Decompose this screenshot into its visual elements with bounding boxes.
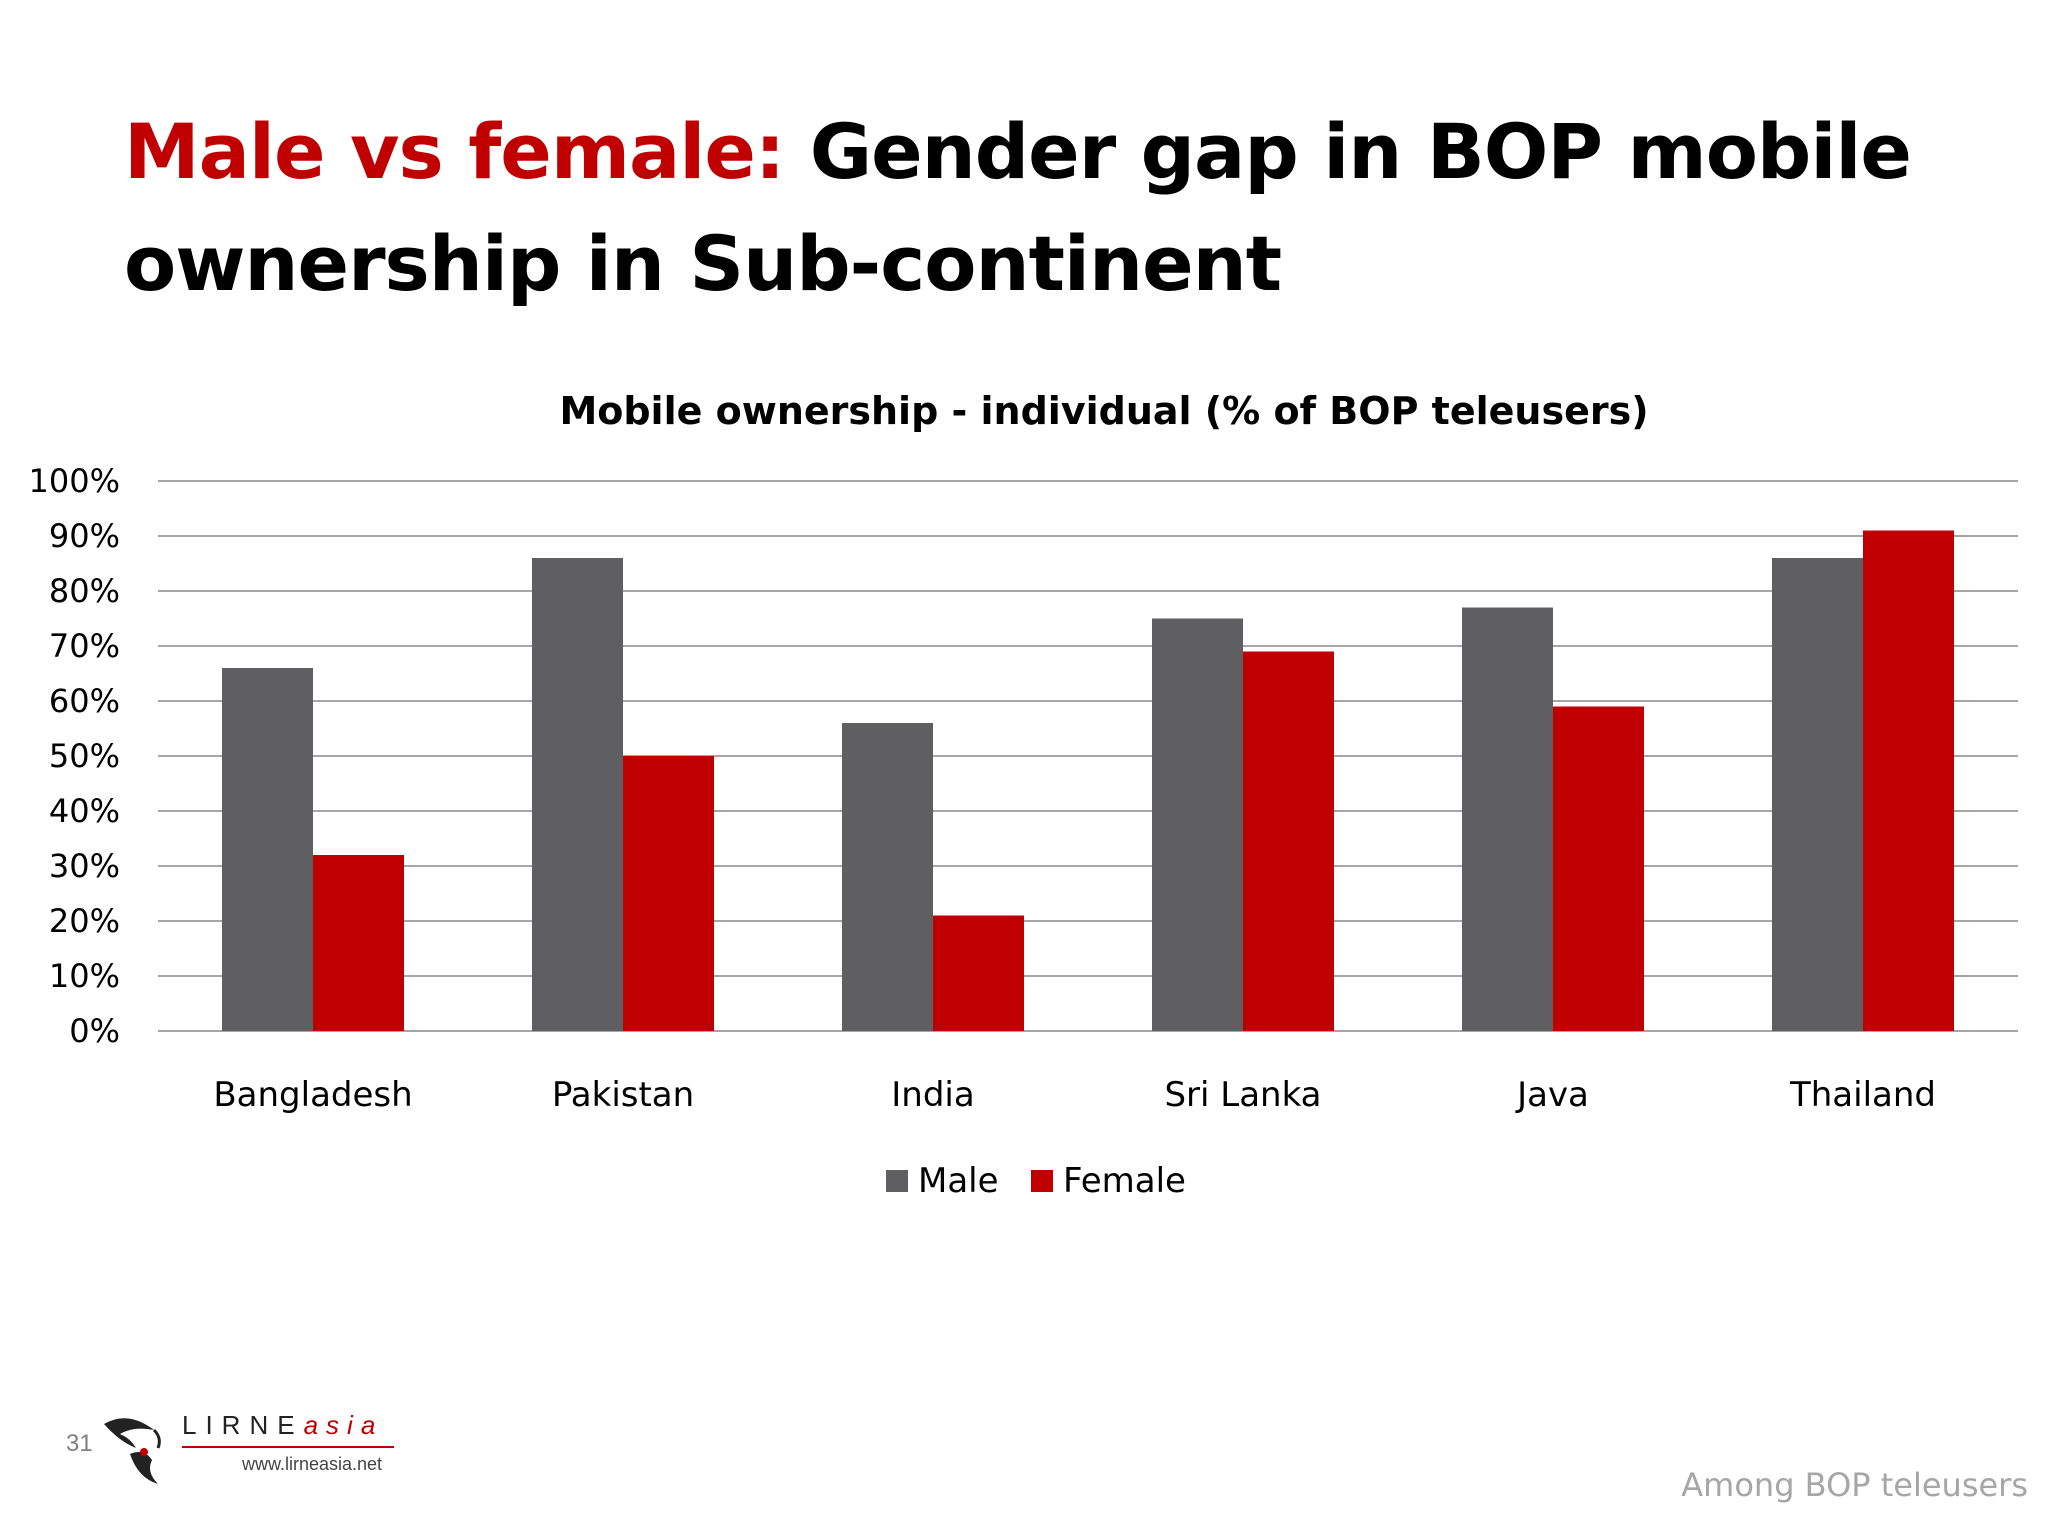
y-tick-label: 50% [49, 737, 120, 775]
bar-male [1772, 558, 1863, 1031]
y-tick-label: 80% [49, 572, 120, 610]
bar-female [933, 915, 1024, 1031]
y-tick-label: 30% [49, 847, 120, 885]
y-tick-label: 70% [49, 627, 120, 665]
y-tick-label: 60% [49, 682, 120, 720]
bar-female [623, 756, 714, 1031]
bar-female [1553, 706, 1644, 1031]
bar-male [1152, 618, 1243, 1031]
legend-label-female: Female [1063, 1161, 1186, 1201]
y-tick-label: 20% [49, 902, 120, 940]
x-tick-label: Java [1515, 1075, 1589, 1115]
bar-male [842, 723, 933, 1031]
footnote: Among BOP teleusers [1681, 1466, 2028, 1504]
logo-bird-icon [104, 1418, 161, 1484]
bar-female [313, 855, 404, 1031]
legend-swatch-male [886, 1170, 908, 1192]
slide-title-rest: Gender gap in BOP mobile ownership in Su… [124, 107, 1912, 308]
slide-title: Male vs female: Gender gap in BOP mobile… [124, 96, 1924, 320]
logo-word-main: LIRNE [182, 1410, 304, 1440]
y-tick-label: 0% [69, 1012, 120, 1050]
bar-female [1863, 530, 1954, 1031]
x-tick-label: Pakistan [552, 1075, 694, 1115]
y-tick-label: 100% [29, 462, 120, 500]
x-tick-label: Bangladesh [213, 1075, 412, 1115]
chart-title: Mobile ownership - individual (% of BOP … [559, 389, 1648, 433]
x-tick-label: Sri Lanka [1164, 1075, 1321, 1115]
legend-label-male: Male [918, 1161, 999, 1201]
legend-swatch-female [1031, 1170, 1053, 1192]
logo-url: www.lirneasia.net [242, 1454, 383, 1474]
bar-male [532, 558, 623, 1031]
bar-female [1243, 651, 1334, 1031]
slide-title-accent: Male vs female: [124, 107, 785, 196]
y-tick-label: 10% [49, 957, 120, 995]
bar-male [222, 668, 313, 1031]
slide-number: 31 [66, 1430, 93, 1457]
y-tick-label: 40% [49, 792, 120, 830]
logo-underline [182, 1446, 394, 1448]
bar-male [1462, 607, 1553, 1031]
x-tick-label: Thailand [1789, 1075, 1936, 1115]
logo-word-italic: asia [303, 1410, 384, 1440]
logo-wordmark: LIRNEasia [182, 1410, 383, 1441]
x-tick-label: India [891, 1075, 974, 1115]
lirneasia-logo: LIRNEasia www.lirneasia.net [100, 1408, 400, 1488]
y-tick-label: 90% [49, 517, 120, 555]
